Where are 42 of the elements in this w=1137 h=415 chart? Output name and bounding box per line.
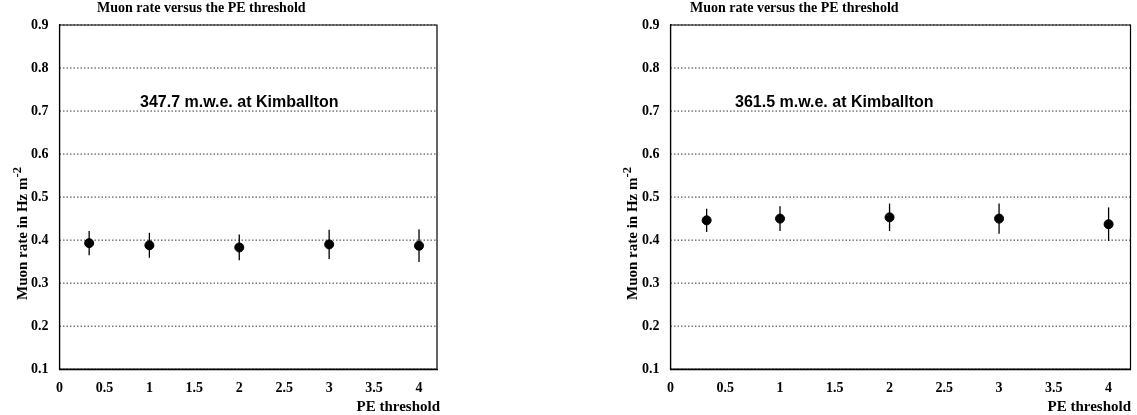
y-tick-label: 0.8: [31, 59, 49, 75]
y-tick-label: 0.4: [642, 231, 660, 247]
x-tick-label: 4: [1105, 380, 1113, 396]
y-tick-label: 0.9: [642, 16, 660, 32]
y-tick-label: 0.1: [31, 360, 49, 376]
y-tick-label: 0.3: [642, 274, 660, 290]
x-tick-label: 3: [325, 380, 333, 396]
x-tick-label: 2: [235, 380, 243, 396]
y-tick-label: 0.2: [31, 317, 49, 333]
x-tick-label: 4: [415, 380, 423, 396]
x-tick-label: 3: [995, 380, 1003, 396]
y-tick-label: 0.1: [642, 360, 660, 376]
x-tick-label: 0.5: [716, 380, 735, 396]
x-axis-title: PE threshold: [356, 398, 440, 415]
y-tick-label: 0.8: [642, 59, 660, 75]
x-tick-label: 2.5: [275, 380, 293, 396]
annotation: 361.5 m.w.e. at Kimballton: [735, 93, 934, 111]
y-tick-label: 0.7: [642, 102, 660, 118]
y-tick-label: 0.3: [31, 274, 49, 290]
y-tick-label: 0.7: [31, 102, 49, 118]
y-tick-label: 0.9: [31, 16, 49, 32]
y-tick-label: 0.6: [31, 145, 49, 161]
chart-title: Muon rate versus the PE threshold: [690, 0, 899, 16]
x-axis-title: PE threshold: [1047, 398, 1131, 415]
y-tick-label: 0.6: [642, 145, 660, 161]
x-tick-label: 3.5: [1045, 380, 1063, 396]
y-tick-label: 0.2: [642, 317, 660, 333]
x-tick-label: 0: [56, 380, 63, 396]
x-tick-label: 1: [776, 380, 784, 396]
x-tick-label: 1: [145, 380, 153, 396]
x-tick-label: 0: [667, 380, 674, 396]
x-tick-label: 2.5: [935, 380, 954, 396]
annotation: 347.7 m.w.e. at Kimballton: [140, 93, 339, 111]
x-tick-label: 1.5: [826, 380, 844, 396]
x-tick-label: 1.5: [185, 380, 204, 396]
chart-title: Muon rate versus the PE threshold: [97, 0, 306, 16]
y-tick-label: 0.5: [642, 188, 660, 204]
x-tick-label: 2: [886, 380, 894, 396]
y-tick-label: 0.4: [31, 231, 49, 247]
y-tick-label: 0.5: [31, 188, 49, 204]
x-tick-label: 3.5: [365, 380, 383, 396]
x-tick-label: 0.5: [95, 380, 114, 396]
